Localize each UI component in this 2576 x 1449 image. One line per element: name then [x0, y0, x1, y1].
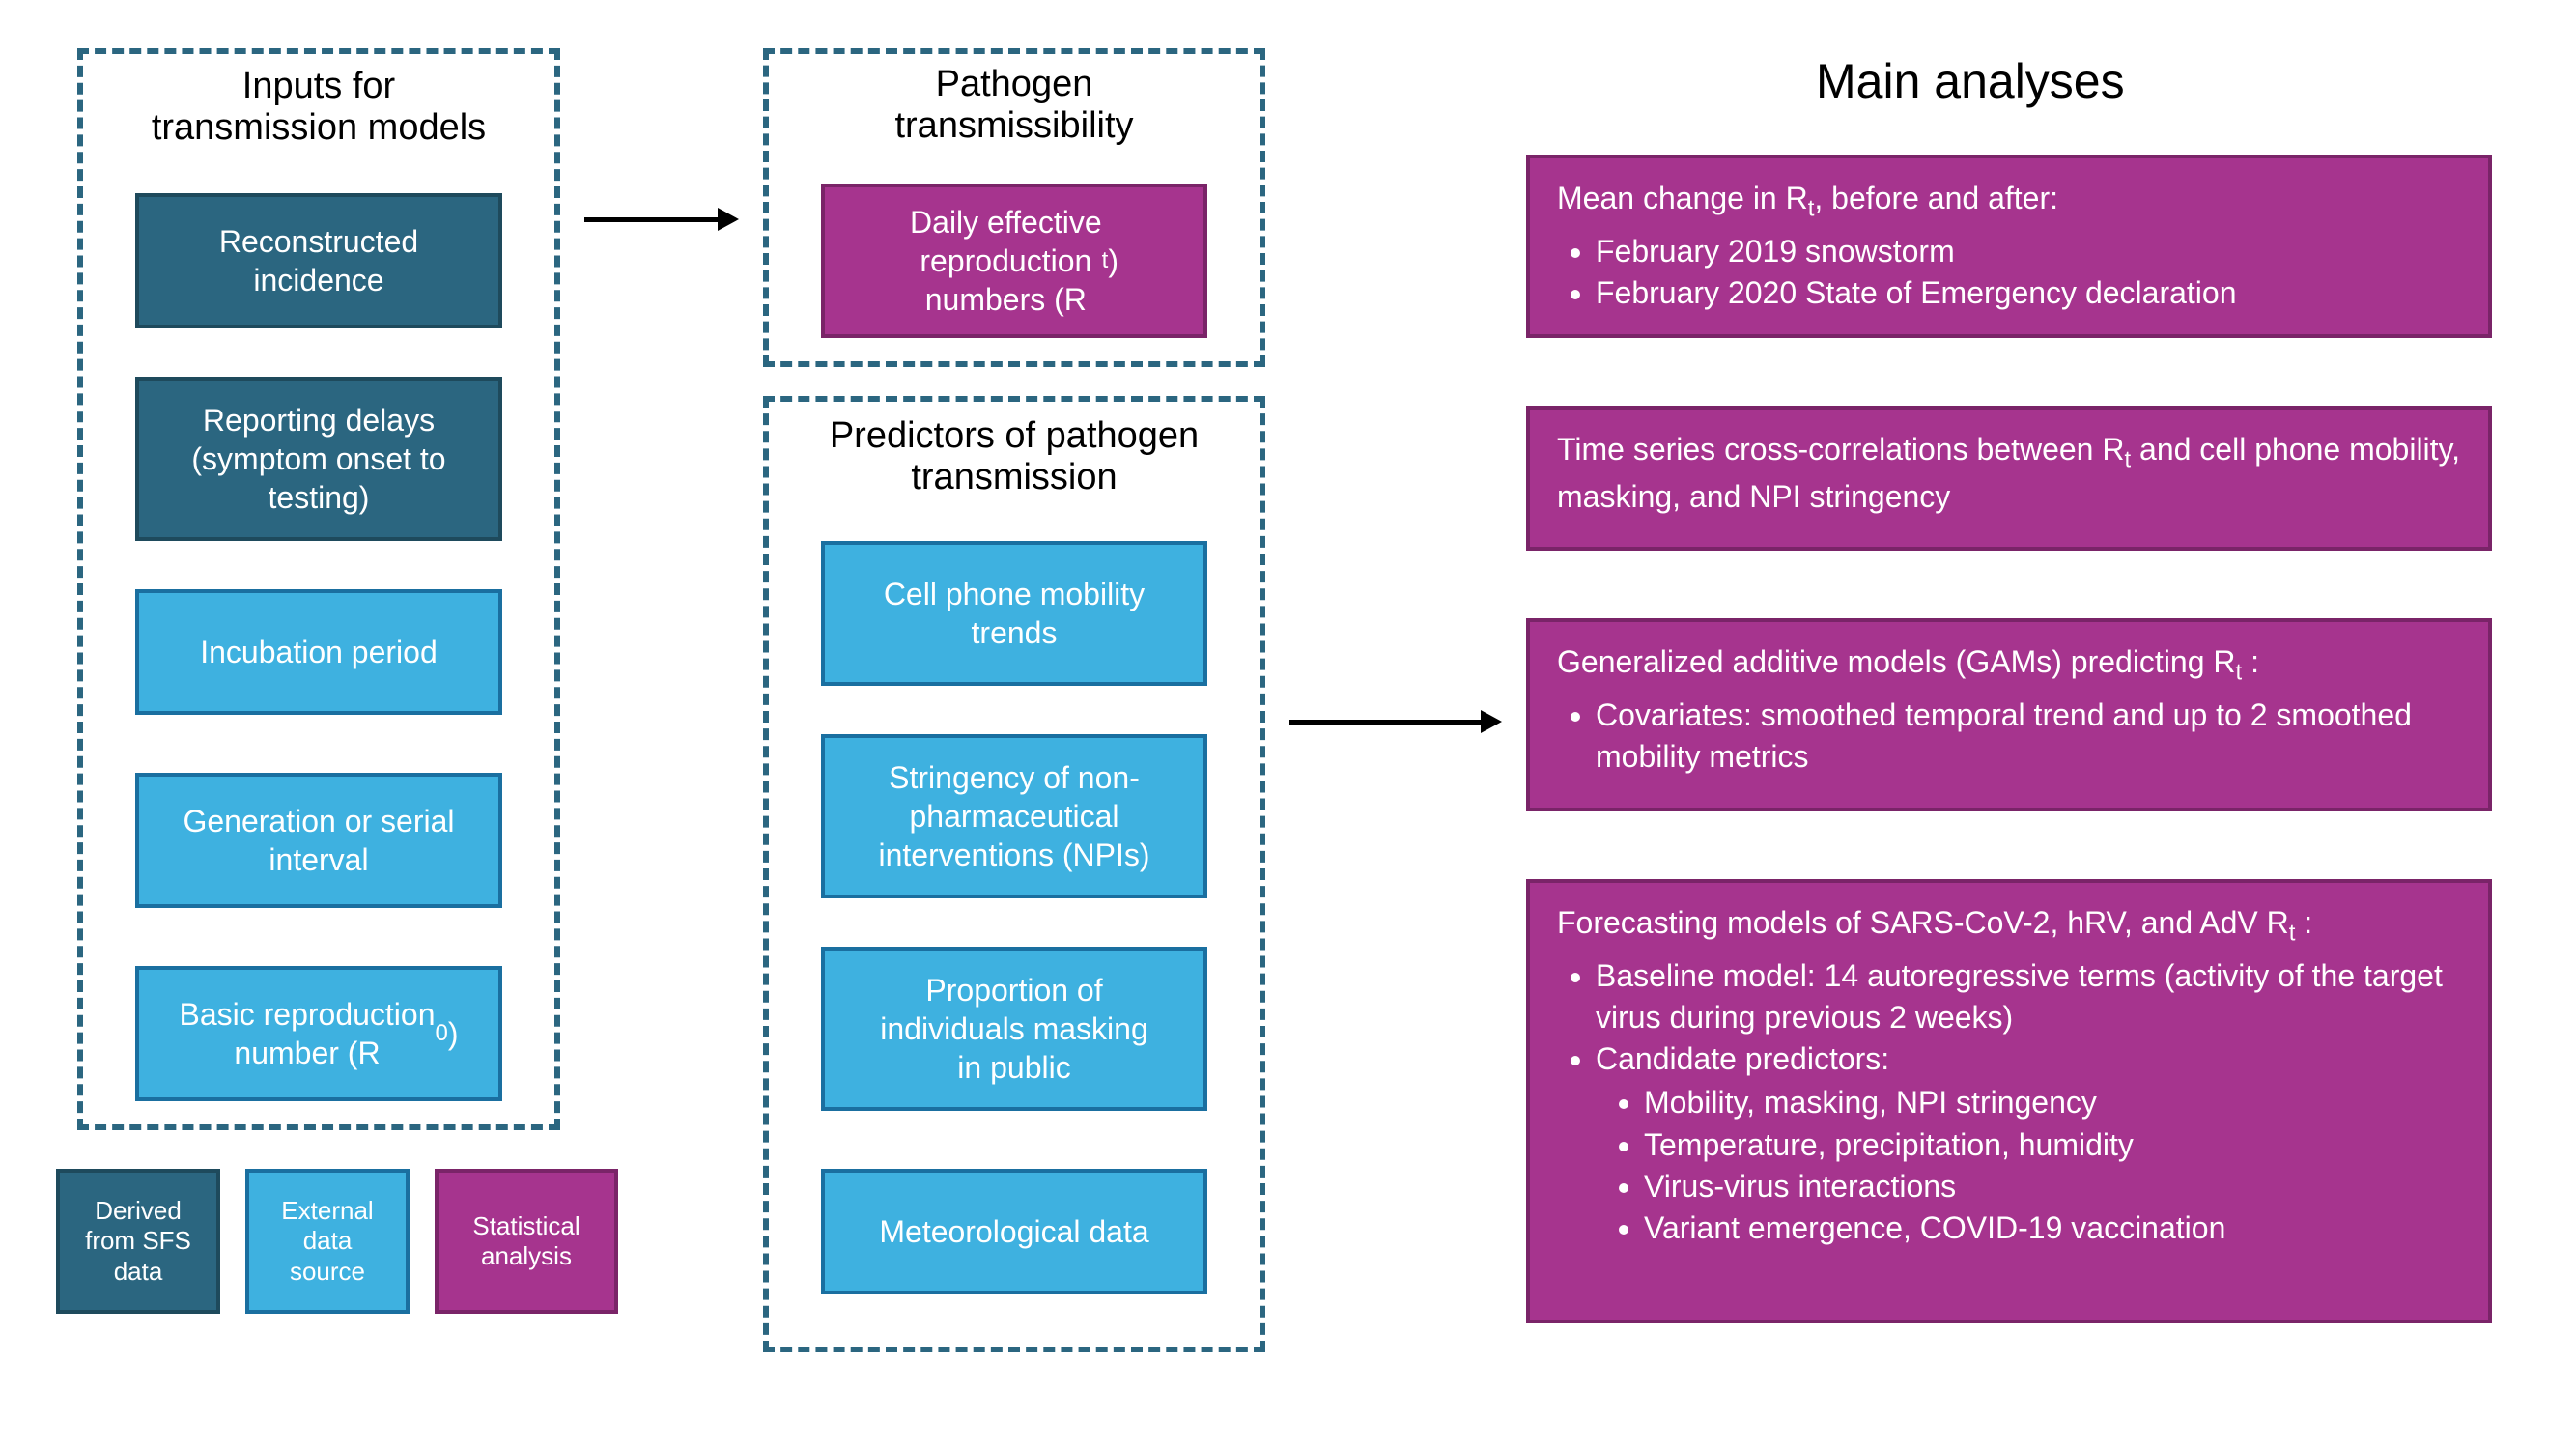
analysis-box-cross-corr: Time series cross-correlations between R…: [1526, 406, 2492, 551]
predictor-box-npi: Stringency of non-pharmaceuticalinterven…: [821, 734, 1207, 898]
input-box-incubation: Incubation period: [135, 589, 502, 715]
arrow-a1: [584, 208, 739, 231]
predictors-panel-title: Predictors of pathogentransmission: [763, 415, 1265, 498]
legend-sfs: Derivedfrom SFSdata: [56, 1169, 220, 1314]
inputs-panel-title: Inputs fortransmission models: [77, 66, 560, 149]
analysis-box-forecast: Forecasting models of SARS-CoV-2, hRV, a…: [1526, 879, 2492, 1323]
legend-stat: Statisticalanalysis: [435, 1169, 618, 1314]
legend-ext: Externaldatasource: [245, 1169, 410, 1314]
input-box-reporting: Reporting delays(symptom onset totesting…: [135, 377, 502, 541]
arrow-a2: [1289, 710, 1502, 733]
predictor-box-mobility: Cell phone mobilitytrends: [821, 541, 1207, 686]
predictor-box-met: Meteorological data: [821, 1169, 1207, 1294]
predictor-box-masking: Proportion ofindividuals maskingin publi…: [821, 947, 1207, 1111]
analysis-box-gam: Generalized additive models (GAMs) predi…: [1526, 618, 2492, 811]
input-box-r0: Basic reproductionnumber (R0): [135, 966, 502, 1101]
analysis-box-mean-change: Mean change in Rt, before and after:Febr…: [1526, 155, 2492, 338]
transmissibility-panel-title: Pathogentransmissibility: [763, 64, 1265, 147]
rt-box: Daily effectivereproductionnumbers (Rt): [821, 184, 1207, 338]
main-analyses-title: Main analyses: [1816, 53, 2125, 109]
input-box-reconstructed: Reconstructedincidence: [135, 193, 502, 328]
input-box-serial: Generation or serialinterval: [135, 773, 502, 908]
